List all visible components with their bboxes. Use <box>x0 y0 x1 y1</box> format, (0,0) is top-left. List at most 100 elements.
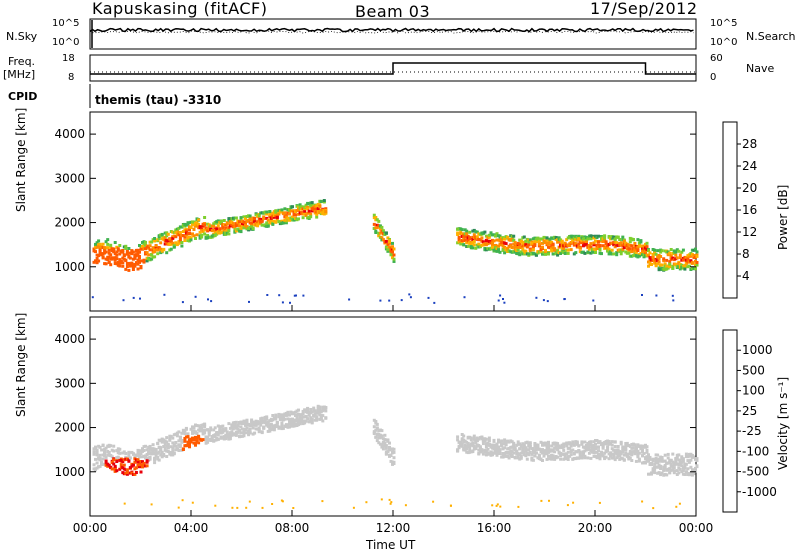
data-point <box>191 232 194 236</box>
data-point <box>656 249 660 253</box>
data-point <box>206 234 210 237</box>
data-point <box>597 449 600 453</box>
data-point <box>586 456 590 460</box>
data-point <box>668 262 672 266</box>
y-tick-label: 1000 <box>54 465 85 479</box>
data-point <box>195 439 199 443</box>
data-point <box>507 456 511 460</box>
data-point <box>694 267 697 271</box>
data-point <box>138 250 141 254</box>
data-point <box>680 250 684 254</box>
data-point <box>471 238 475 241</box>
data-point <box>136 458 140 462</box>
data-point <box>595 439 599 442</box>
ground-scatter-point <box>245 506 248 509</box>
data-point <box>612 454 616 458</box>
data-point <box>265 417 269 421</box>
data-point <box>197 434 201 438</box>
data-point <box>178 435 182 439</box>
data-point <box>128 456 132 460</box>
data-point <box>106 258 110 262</box>
data-point <box>171 441 175 445</box>
data-point <box>630 254 634 258</box>
data-point <box>392 257 396 261</box>
data-point <box>525 457 529 461</box>
data-point <box>630 443 634 446</box>
data-point <box>203 423 207 427</box>
data-point <box>595 455 599 459</box>
ground-scatter-point <box>122 299 125 302</box>
data-point <box>619 440 623 444</box>
data-point <box>541 459 544 462</box>
data-point <box>153 250 157 254</box>
ground-scatter-point <box>177 506 180 509</box>
data-point <box>225 435 229 439</box>
data-point <box>139 470 143 474</box>
ground-scatter-point <box>248 300 250 303</box>
ground-scatter-point <box>678 502 681 505</box>
data-point <box>209 428 213 432</box>
data-point <box>125 457 129 461</box>
data-point <box>657 268 661 272</box>
data-point <box>551 252 555 256</box>
data-point <box>587 247 591 251</box>
data-point <box>248 431 252 435</box>
data-point <box>383 438 387 442</box>
data-point <box>153 255 157 259</box>
data-point <box>472 243 476 247</box>
data-point <box>110 455 114 459</box>
data-point <box>286 417 290 421</box>
data-point <box>613 245 617 249</box>
data-point <box>512 442 516 446</box>
data-point <box>316 409 320 413</box>
data-point <box>169 247 173 251</box>
data-point <box>386 438 390 442</box>
data-point <box>295 204 299 208</box>
data-point <box>101 444 105 447</box>
data-point <box>562 445 566 449</box>
data-point <box>545 236 549 240</box>
data-point <box>298 203 302 207</box>
data-point <box>692 254 696 257</box>
data-point <box>100 461 104 465</box>
data-point <box>142 260 146 264</box>
data-point <box>568 454 572 458</box>
data-point <box>548 241 552 245</box>
data-point <box>684 470 688 474</box>
data-point <box>118 264 122 268</box>
data-point <box>690 468 694 472</box>
data-point <box>484 437 488 441</box>
data-point <box>683 264 687 268</box>
data-point <box>280 424 284 428</box>
data-point <box>236 427 240 431</box>
data-point <box>495 232 499 236</box>
ground-scatter-point <box>535 296 538 299</box>
data-point <box>257 430 261 434</box>
data-point <box>286 216 290 220</box>
ground-scatter-point <box>572 501 575 504</box>
data-point <box>133 263 137 266</box>
ground-scatter-point <box>499 294 502 297</box>
data-point <box>636 249 640 252</box>
data-point <box>218 426 222 430</box>
data-point <box>619 456 623 460</box>
data-point <box>236 430 240 434</box>
data-point <box>690 454 694 457</box>
data-point <box>468 448 472 452</box>
data-point <box>619 241 623 245</box>
data-point <box>245 420 249 424</box>
data-point <box>257 426 261 430</box>
data-point <box>153 457 157 461</box>
data-point <box>203 425 207 429</box>
data-point <box>106 242 110 246</box>
ground-scatter-point <box>302 294 305 297</box>
data-point <box>165 251 169 255</box>
ground-scatter-point <box>278 294 281 297</box>
data-point <box>250 418 254 422</box>
data-point <box>184 223 188 227</box>
data-point <box>280 421 284 425</box>
nsearch-tick-top: 10^5 <box>710 18 738 29</box>
data-point <box>551 454 555 458</box>
colorbar-tick-label: -500 <box>742 465 769 479</box>
data-point <box>536 236 540 240</box>
